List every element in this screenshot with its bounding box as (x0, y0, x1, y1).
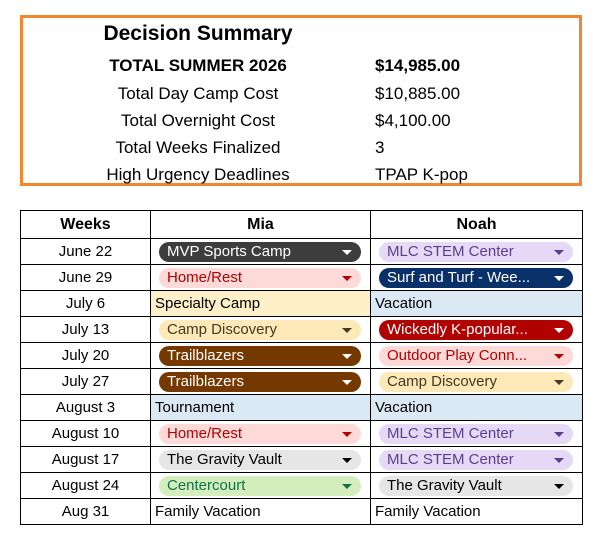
cell: Family Vacation (370, 498, 583, 525)
cell: Home/Rest (150, 264, 371, 291)
dropdown-chip[interactable]: Outdoor Play Conn... (379, 345, 573, 366)
cell: Centercourt (150, 472, 371, 499)
label: Total Day Camp Cost (117, 84, 279, 103)
dropdown-chip[interactable]: MLC STEM Center (379, 241, 573, 262)
dropdown-chip[interactable]: MLC STEM Center (379, 423, 573, 444)
week: July 6 (20, 290, 151, 317)
cell: The Gravity Vault (370, 472, 583, 499)
row: July 13 Camp Discovery Wickedly K-popular.… (20, 316, 583, 343)
dropdown-chip[interactable]: MLC STEM Center (379, 449, 573, 470)
summary-box: Decision Summary TOTAL SUMMER 2026 $14,98… (20, 15, 582, 186)
cell: MLC STEM Center (370, 238, 583, 265)
value: $4,100.00 (375, 111, 451, 130)
value: $10,885.00 (375, 84, 461, 103)
row: August 10 Home/Rest MLC STEM Center (20, 420, 583, 447)
dropdown-chip[interactable]: Trailblazers (159, 345, 361, 366)
week: July 13 (20, 316, 151, 343)
dropdown-chip[interactable]: MVP Sports Camp (159, 241, 361, 262)
week: August 24 (20, 472, 151, 499)
label: High Urgency Deadlines (106, 165, 290, 184)
week: June 29 (20, 264, 151, 291)
summary-row: Total Day Camp Cost $10,885.00 (23, 81, 579, 107)
dropdown-chip[interactable]: Trailblazers (159, 371, 361, 392)
value: TPAP K-pop (375, 165, 468, 184)
header-cell: Noah (370, 210, 583, 239)
summary-row: High Urgency Deadlines TPAP K-pop (23, 162, 579, 188)
summary-row: TOTAL SUMMER 2026 $14,985.00 (23, 53, 579, 79)
value: $14,985.00 (375, 56, 461, 75)
dropdown-chip[interactable]: Wickedly K-popular... (379, 319, 573, 340)
week: August 3 (20, 394, 151, 421)
week: Aug 31 (20, 498, 151, 525)
dropdown-chip[interactable]: Surf and Turf - Wee... (379, 267, 573, 288)
row: July 27 Trailblazers Camp Discovery (20, 368, 583, 395)
cell: Wickedly K-popular... (370, 316, 583, 343)
cell: MLC STEM Center (370, 446, 583, 473)
header-cell: Weeks (20, 210, 151, 239)
dropdown-chip[interactable]: Camp Discovery (159, 319, 361, 340)
cell: MVP Sports Camp (150, 238, 371, 265)
cell: Tournament (150, 394, 371, 421)
dropdown-chip[interactable]: The Gravity Vault (379, 475, 573, 496)
cell: Trailblazers (150, 368, 371, 395)
row: June 29 Home/Rest Surf and Turf - Wee... (20, 264, 583, 291)
row: July 6 Specialty Camp Vacation (20, 290, 583, 317)
row: August 17 The Gravity Vault MLC STEM Cente… (20, 446, 583, 473)
cell: Surf and Turf - Wee... (370, 264, 583, 291)
cell: Specialty Camp (150, 290, 371, 317)
cell: Vacation (370, 394, 583, 421)
dropdown-chip[interactable]: Home/Rest (159, 267, 361, 288)
cell: Home/Rest (150, 420, 371, 447)
row: Aug 31 Family Vacation Family Vacation (20, 498, 583, 525)
week: July 20 (20, 342, 151, 369)
value: 3 (375, 138, 385, 157)
week: July 27 (20, 368, 151, 395)
label: Total Weeks Finalized (115, 138, 281, 157)
header-cell: Mia (150, 210, 371, 239)
cell: Camp Discovery (150, 316, 371, 343)
row: August 3 Tournament Vacation (20, 394, 583, 421)
cell: MLC STEM Center (370, 420, 583, 447)
header-row: Weeks Mia Noah (20, 210, 583, 239)
cell: Trailblazers (150, 342, 371, 369)
dropdown-chip[interactable]: The Gravity Vault (159, 449, 361, 470)
row: July 20 Trailblazers Outdoor Play Conn... (20, 342, 583, 369)
week: August 17 (20, 446, 151, 473)
schedule-table: Weeks Mia Noah June 22 MVP Sports Camp MLC S… (20, 210, 583, 525)
cell: The Gravity Vault (150, 446, 371, 473)
summary-row: Total Weeks Finalized 3 (23, 135, 579, 161)
row: June 22 MVP Sports Camp MLC STEM Center (20, 238, 583, 265)
cell: Vacation (370, 290, 583, 317)
dropdown-chip[interactable]: Centercourt (159, 475, 361, 496)
week: June 22 (20, 238, 151, 265)
summary-title: Decision Summary (103, 22, 293, 45)
dropdown-chip[interactable]: Camp Discovery (379, 371, 573, 392)
cell: Camp Discovery (370, 368, 583, 395)
cell: Outdoor Play Conn... (370, 342, 583, 369)
label: TOTAL SUMMER 2026 (109, 56, 287, 75)
summary-row: Total Overnight Cost $4,100.00 (23, 108, 579, 134)
cell: Family Vacation (150, 498, 371, 525)
dropdown-chip[interactable]: Home/Rest (159, 423, 361, 444)
label: Total Overnight Cost (120, 111, 275, 130)
week: August 10 (20, 420, 151, 447)
row: August 24 Centercourt The Gravity Vault (20, 472, 583, 499)
